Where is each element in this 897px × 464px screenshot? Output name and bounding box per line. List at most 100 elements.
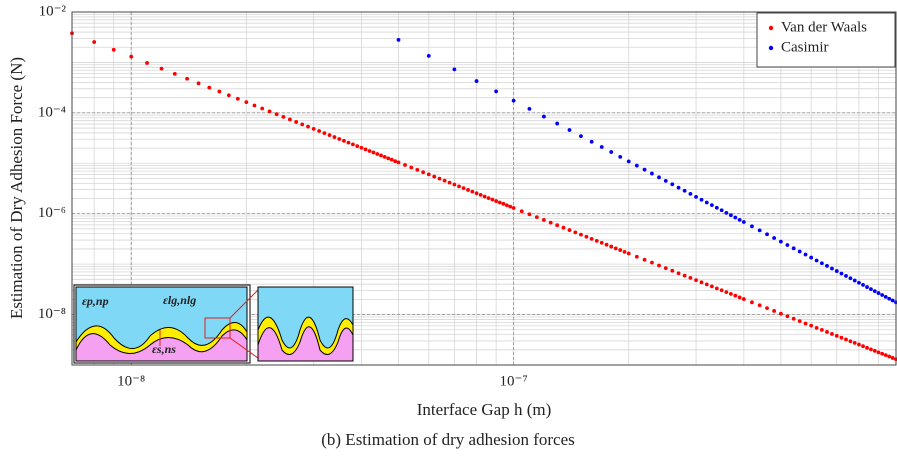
- data-point: [719, 288, 724, 293]
- data-point: [670, 268, 675, 273]
- legend-box: [756, 12, 896, 68]
- data-point: [482, 194, 487, 199]
- data-point: [634, 254, 639, 259]
- data-point: [626, 251, 631, 256]
- legend-marker: [768, 25, 774, 31]
- data-point: [676, 185, 681, 190]
- data-point: [688, 276, 693, 280]
- data-point: [839, 335, 844, 340]
- marks: [70, 31, 897, 362]
- data-point: [396, 37, 401, 42]
- data-point: [584, 234, 589, 239]
- data-point: [379, 153, 383, 158]
- data-point: [622, 249, 627, 254]
- data-point: [185, 76, 190, 81]
- data-point: [403, 163, 407, 167]
- data-point: [244, 100, 249, 105]
- data-point: [494, 199, 499, 203]
- data-point: [772, 309, 777, 313]
- data-point: [342, 138, 346, 143]
- data-point: [848, 276, 853, 281]
- data-point: [486, 196, 491, 201]
- data-point: [317, 129, 322, 133]
- data-point: [442, 178, 447, 183]
- data-point: [785, 243, 790, 247]
- data-point: [865, 345, 869, 350]
- data-point: [626, 159, 631, 164]
- data-point: [432, 174, 437, 179]
- data-point: [355, 144, 360, 149]
- data-point: [757, 228, 762, 233]
- data-point: [332, 135, 337, 139]
- caption: (b) Estimation of dry adhesion forces: [321, 430, 575, 449]
- data-point: [694, 278, 698, 283]
- data-point: [778, 311, 783, 316]
- data-point: [393, 159, 398, 164]
- data-point: [819, 261, 824, 266]
- data-point: [642, 257, 647, 262]
- data-point: [694, 194, 698, 199]
- data-point: [386, 156, 391, 161]
- legend-label: Van der Waals: [781, 19, 867, 35]
- data-point: [682, 188, 687, 193]
- data-point: [474, 79, 479, 83]
- data-point: [852, 278, 857, 283]
- data-point: [772, 236, 777, 240]
- data-point: [437, 176, 442, 181]
- data-point: [797, 319, 802, 324]
- data-point: [452, 67, 457, 72]
- inset-panel-2: [257, 286, 354, 362]
- data-point: [733, 215, 738, 220]
- data-point: [737, 295, 742, 300]
- data-point: [765, 232, 769, 237]
- data-point: [252, 103, 257, 108]
- data-point: [288, 117, 292, 122]
- data-point: [704, 282, 709, 287]
- data-point: [825, 264, 829, 268]
- data-point: [819, 328, 824, 332]
- data-point: [676, 271, 681, 276]
- y-tick-label: 10⁻⁶: [38, 205, 66, 221]
- data-point: [327, 133, 332, 138]
- legend-marker: [768, 45, 774, 51]
- data-point: [511, 206, 516, 210]
- data-point: [618, 154, 623, 159]
- data-point: [765, 306, 769, 311]
- data-point: [497, 200, 502, 205]
- inset-label: εs,ns: [152, 342, 176, 356]
- data-point: [494, 89, 499, 94]
- data-point: [709, 284, 714, 289]
- data-point: [830, 266, 834, 271]
- data-point: [555, 223, 560, 228]
- data-point: [741, 220, 746, 224]
- zoom-line: [229, 289, 259, 319]
- inset-panel-1: [75, 286, 248, 362]
- data-point: [389, 157, 394, 162]
- data-point: [844, 274, 848, 278]
- data-point: [396, 160, 401, 165]
- data-point: [452, 182, 457, 187]
- y-tick-label: 10⁻⁸: [38, 306, 66, 322]
- data-point: [814, 325, 819, 330]
- data-point: [719, 208, 724, 213]
- data-point: [714, 205, 719, 210]
- plot-frame: [71, 11, 897, 366]
- data-point: [757, 303, 762, 308]
- data-point: [159, 66, 164, 71]
- data-point: [750, 224, 754, 229]
- data-point: [634, 163, 639, 168]
- data-point: [834, 333, 839, 338]
- data-point: [501, 201, 506, 206]
- data-point: [447, 180, 452, 185]
- data-point: [737, 217, 742, 222]
- data-point: [797, 249, 802, 254]
- data-point: [890, 298, 895, 303]
- data-point: [504, 203, 509, 208]
- data-point: [594, 239, 599, 243]
- data-point: [599, 145, 604, 149]
- legend: Van der Waals Casimir: [756, 12, 896, 68]
- data-point: [555, 121, 560, 126]
- data-point: [573, 230, 578, 235]
- data-point: [650, 260, 654, 265]
